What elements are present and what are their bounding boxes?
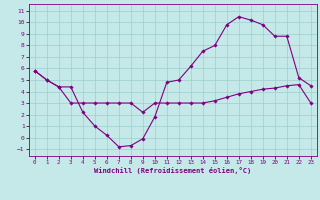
X-axis label: Windchill (Refroidissement éolien,°C): Windchill (Refroidissement éolien,°C) xyxy=(94,167,252,174)
